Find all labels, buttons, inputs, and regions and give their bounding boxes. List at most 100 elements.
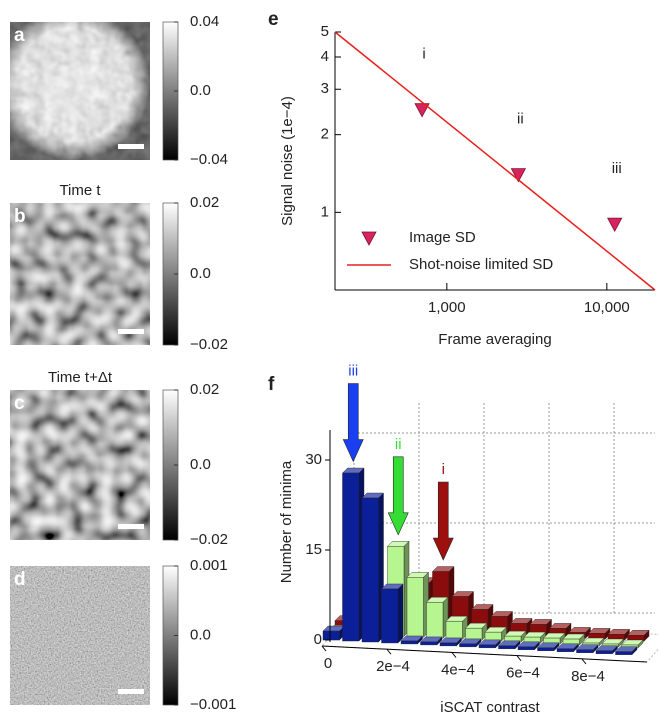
x-tick xyxy=(386,648,392,655)
colorbar-tick-label: 0.02 xyxy=(190,381,219,398)
panel-title: Time t+Δt xyxy=(48,369,113,386)
colorbar-tick-label: −0.02 xyxy=(190,531,228,548)
panel-label: a xyxy=(14,25,25,46)
colorbar-tick-label: 0.0 xyxy=(190,265,211,282)
bar-front xyxy=(381,588,399,644)
y-axis-label: Number of minima xyxy=(278,460,295,583)
panel-label: f xyxy=(268,374,275,395)
scale-bar xyxy=(118,689,144,694)
marker xyxy=(414,103,430,118)
image xyxy=(10,203,150,345)
scale-bar xyxy=(118,524,144,529)
bar xyxy=(595,645,618,655)
bar-front xyxy=(459,643,477,648)
bar xyxy=(342,467,365,642)
bar xyxy=(465,622,488,641)
bar xyxy=(627,629,650,642)
bar xyxy=(504,630,527,643)
bar-front xyxy=(400,640,418,645)
bar-front xyxy=(615,651,633,655)
bar-side xyxy=(397,583,404,644)
x-tick-label: 4e−4 xyxy=(441,661,475,678)
bar xyxy=(498,640,521,650)
bar xyxy=(459,638,482,648)
bar xyxy=(537,642,560,652)
legend-marker xyxy=(361,231,377,246)
panel-title: Time t xyxy=(59,182,101,199)
image xyxy=(10,566,150,705)
bar xyxy=(322,625,345,641)
bar-front xyxy=(556,648,574,652)
bar xyxy=(361,492,384,643)
bar xyxy=(615,646,638,656)
bar-front xyxy=(537,647,555,651)
bar xyxy=(478,639,501,649)
x-axis xyxy=(321,645,648,663)
bar-front xyxy=(595,650,613,654)
y-tick-label: 3 xyxy=(321,80,329,97)
bar-front xyxy=(439,642,457,647)
x-tick-label: 10,000 xyxy=(584,299,630,316)
bar xyxy=(406,571,429,638)
x-axis-label: Frame averaging xyxy=(438,331,551,348)
x-tick-label: 8e−4 xyxy=(571,668,605,685)
bar-front xyxy=(576,649,594,653)
y-tick-label: 1 xyxy=(321,203,329,220)
bar xyxy=(576,644,599,654)
x-tick-label: 6e−4 xyxy=(506,665,540,682)
panel-label: e xyxy=(268,9,279,30)
bar xyxy=(517,641,540,651)
bar-front xyxy=(420,641,438,646)
bar-front xyxy=(445,621,463,640)
marker xyxy=(510,168,527,183)
legend-label: Shot-noise limited SD xyxy=(409,256,553,273)
colorbar-tick-label: 0.04 xyxy=(190,13,219,30)
y-tick-label: 2 xyxy=(321,126,329,143)
arrow xyxy=(432,481,454,561)
bar xyxy=(445,615,468,640)
bar-front xyxy=(426,602,444,639)
bar-front xyxy=(406,577,424,638)
bar xyxy=(381,583,404,644)
colorbar-tick-label: 0.0 xyxy=(190,626,211,643)
bar xyxy=(439,637,462,647)
arrow-label: i xyxy=(442,461,445,478)
x-tick xyxy=(451,652,457,658)
bar xyxy=(543,632,566,645)
image xyxy=(10,390,150,540)
colorbar-tick-label: 0.0 xyxy=(190,456,211,473)
colorbar-tick-label: −0.02 xyxy=(190,336,228,353)
bar xyxy=(607,628,630,641)
x-axis-label: iSCAT contrast xyxy=(440,699,540,716)
panel-label: d xyxy=(14,569,26,590)
colorbar-tick-label: 0.001 xyxy=(190,557,228,574)
arrow xyxy=(342,383,364,463)
panel-label: b xyxy=(14,206,26,227)
legend-label: Image SD xyxy=(409,229,476,246)
colorbar-tick-label: 0.02 xyxy=(190,194,219,211)
colorbar-tick-label: 0.0 xyxy=(190,82,211,99)
bar-front xyxy=(361,497,379,643)
y-tick-label: 4 xyxy=(321,48,329,65)
arrow-label: ii xyxy=(395,436,402,453)
marker xyxy=(607,217,623,232)
bar xyxy=(562,633,585,646)
y-tick-label: 15 xyxy=(305,541,322,558)
bar xyxy=(420,636,443,646)
scale-bar xyxy=(118,329,144,334)
bar xyxy=(484,626,507,642)
x-tick xyxy=(516,655,522,662)
bar-front xyxy=(498,645,516,650)
annotation: iii xyxy=(612,160,622,177)
bar xyxy=(400,635,423,645)
bar xyxy=(588,627,611,640)
line xyxy=(334,31,656,291)
bar xyxy=(556,643,579,653)
x-tick-label: 1,000 xyxy=(428,299,466,316)
bar xyxy=(523,631,546,644)
bar-front xyxy=(322,630,340,641)
y-tick-label: 30 xyxy=(305,451,322,468)
bar-front xyxy=(465,627,483,641)
annotation: i xyxy=(422,46,425,63)
